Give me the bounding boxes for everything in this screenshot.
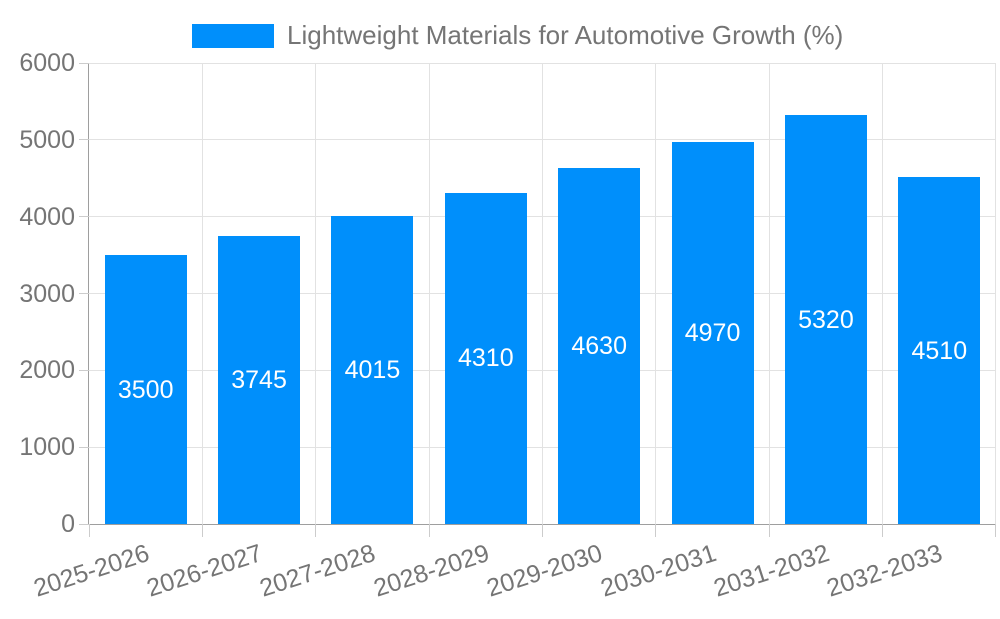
x-axis-tick xyxy=(882,524,884,537)
bar[interactable] xyxy=(784,115,867,524)
y-axis-tick xyxy=(79,369,89,371)
v-gridline xyxy=(201,63,203,524)
legend-swatch xyxy=(192,23,274,48)
v-gridline xyxy=(994,63,996,524)
x-axis-tick xyxy=(88,524,90,537)
y-axis-tick xyxy=(79,62,89,64)
bar[interactable] xyxy=(104,255,187,524)
y-axis-tick xyxy=(79,523,89,525)
x-axis-tick xyxy=(655,524,657,537)
y-axis-tick-label: 2000 xyxy=(19,356,75,385)
bar[interactable] xyxy=(444,192,527,524)
bar[interactable] xyxy=(218,236,301,524)
x-axis-tick xyxy=(768,524,770,537)
chart-title: Lightweight Materials for Automotive Gro… xyxy=(287,20,844,50)
x-axis-tick xyxy=(542,524,543,537)
y-axis-tick xyxy=(79,216,89,218)
x-axis-tick xyxy=(315,524,317,537)
y-axis-tick-label: 5000 xyxy=(19,125,75,154)
x-axis-tick xyxy=(201,524,203,537)
v-gridline xyxy=(655,63,657,524)
bar[interactable] xyxy=(898,177,981,524)
v-gridline xyxy=(315,63,317,524)
x-axis-tick xyxy=(428,524,430,537)
v-gridline xyxy=(428,63,430,524)
y-axis-tick-label: 3000 xyxy=(19,279,75,308)
bar-chart: Lightweight Materials for Automotive Gro… xyxy=(19,20,996,603)
y-axis-tick-label: 1000 xyxy=(19,433,75,462)
v-gridline xyxy=(882,63,884,524)
legend-item[interactable]: Lightweight Materials for Automotive Gro… xyxy=(192,20,843,51)
y-axis-tick-label: 6000 xyxy=(19,49,75,77)
plot-area: 0 1000 2000 3000 4000 5000 6000 3500 2025-2026 37… xyxy=(19,49,996,603)
y-axis-tick xyxy=(79,293,89,294)
bar[interactable] xyxy=(558,168,641,524)
x-axis-tick xyxy=(994,524,996,537)
y-axis-tick xyxy=(79,139,89,141)
v-gridline xyxy=(542,63,543,524)
y-axis-tick xyxy=(79,446,89,448)
bar[interactable] xyxy=(671,142,754,524)
bar[interactable] xyxy=(331,215,414,524)
y-axis-tick-label: 0 xyxy=(61,510,75,538)
v-gridline xyxy=(768,63,770,524)
y-axis-tick-label: 4000 xyxy=(19,202,75,231)
